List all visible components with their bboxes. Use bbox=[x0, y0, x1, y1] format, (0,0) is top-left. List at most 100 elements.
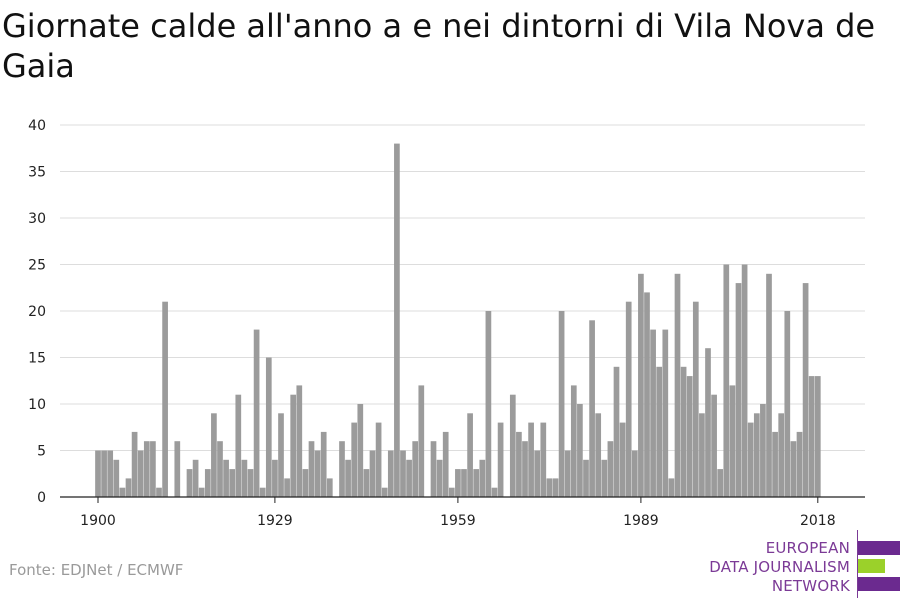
bar-1920 bbox=[217, 441, 223, 497]
bar-1905 bbox=[125, 478, 132, 497]
bar-1919 bbox=[211, 413, 217, 497]
bar-1918 bbox=[204, 469, 211, 497]
bar-1978 bbox=[570, 385, 577, 497]
bar-1972 bbox=[534, 450, 541, 497]
bar-1952 bbox=[412, 441, 419, 497]
x-tick-label: 2018 bbox=[800, 513, 836, 529]
bar-2011 bbox=[772, 431, 778, 497]
x-tick-label: 1929 bbox=[257, 513, 293, 529]
bar-1911 bbox=[162, 301, 168, 497]
bar-1997 bbox=[686, 376, 693, 497]
logo-line-european: EUROPEAN bbox=[765, 539, 850, 557]
bar-1959 bbox=[455, 469, 461, 497]
logo-bar-purple-bottom bbox=[858, 577, 900, 591]
bar-1949 bbox=[394, 143, 400, 497]
bar-1987 bbox=[625, 301, 632, 497]
bar-2013 bbox=[784, 311, 791, 497]
bar-1971 bbox=[528, 422, 534, 497]
bar-1968 bbox=[509, 394, 516, 497]
bar-1909 bbox=[150, 441, 156, 497]
bar-1906 bbox=[131, 431, 138, 497]
bar-1990 bbox=[644, 292, 650, 497]
bar-1982 bbox=[595, 413, 602, 497]
bar-2018 bbox=[814, 376, 821, 497]
y-tick-label: 0 bbox=[37, 490, 46, 506]
bar-1936 bbox=[314, 450, 321, 497]
bar-1907 bbox=[137, 450, 144, 497]
bar-1950 bbox=[400, 450, 406, 497]
bar-1937 bbox=[320, 431, 327, 497]
bar-1945 bbox=[369, 450, 376, 497]
bar-1929 bbox=[272, 459, 278, 497]
bar-1994 bbox=[668, 478, 675, 497]
bar-1974 bbox=[546, 478, 553, 497]
bar-1991 bbox=[650, 329, 656, 497]
bar-1993 bbox=[662, 329, 669, 497]
bar-1941 bbox=[345, 459, 351, 497]
bar-1995 bbox=[674, 273, 681, 497]
bar-1922 bbox=[229, 469, 236, 497]
bar-1977 bbox=[564, 450, 571, 497]
bar-1923 bbox=[235, 394, 242, 497]
x-tick-label: 1900 bbox=[80, 513, 116, 529]
bar-2005 bbox=[735, 283, 742, 497]
bar-2009 bbox=[760, 404, 766, 497]
bar-2000 bbox=[705, 348, 711, 497]
logo-bar-green bbox=[858, 559, 885, 573]
bar-1976 bbox=[558, 311, 565, 497]
y-tick-label: 15 bbox=[28, 351, 46, 367]
logo-bar-purple-top bbox=[858, 541, 900, 555]
bar-1940 bbox=[339, 441, 345, 497]
bar-1943 bbox=[357, 404, 364, 497]
y-tick-label: 10 bbox=[28, 397, 46, 413]
bar-2004 bbox=[729, 385, 736, 497]
y-tick-label: 35 bbox=[28, 165, 46, 181]
bar-1965 bbox=[491, 487, 498, 497]
bar-1961 bbox=[467, 413, 473, 497]
bar-1913 bbox=[174, 441, 181, 497]
bar-1908 bbox=[143, 441, 150, 497]
bar-1963 bbox=[479, 459, 486, 497]
bar-1930 bbox=[278, 413, 284, 497]
bar-1947 bbox=[381, 487, 388, 497]
bar-2003 bbox=[723, 264, 730, 497]
bar-1988 bbox=[631, 450, 638, 497]
bar-1903 bbox=[113, 459, 120, 497]
bar-1916 bbox=[192, 459, 199, 497]
bar-1944 bbox=[363, 469, 370, 497]
y-tick-label: 20 bbox=[28, 304, 46, 320]
y-tick-label: 25 bbox=[28, 258, 46, 274]
bar-1973 bbox=[540, 422, 547, 497]
bar-2006 bbox=[741, 264, 748, 497]
bar-2017 bbox=[808, 376, 815, 497]
bars bbox=[95, 143, 821, 497]
bar-1958 bbox=[448, 487, 455, 497]
bar-1938 bbox=[326, 478, 333, 497]
x-axis-ticks: 1900 1929 1959 1989 2018 bbox=[80, 497, 836, 529]
bar-1901 bbox=[101, 450, 107, 497]
bar-1900 bbox=[95, 450, 101, 497]
bar-2001 bbox=[711, 394, 717, 497]
bar-1917 bbox=[198, 487, 205, 497]
bar-1928 bbox=[265, 357, 272, 497]
y-tick-label: 30 bbox=[28, 211, 46, 227]
bar-1931 bbox=[284, 478, 290, 497]
bar-1935 bbox=[308, 441, 315, 497]
bar-1924 bbox=[241, 459, 248, 497]
bar-2008 bbox=[753, 413, 760, 497]
logo-line-data-journalism: DATA JOURNALISM bbox=[709, 558, 850, 576]
bar-2010 bbox=[766, 273, 772, 497]
gridlines bbox=[60, 124, 865, 451]
bar-1975 bbox=[552, 478, 559, 497]
logo-line-network: NETWORK bbox=[771, 577, 850, 595]
bar-2002 bbox=[717, 469, 724, 497]
bar-1925 bbox=[247, 469, 254, 497]
bar-1985 bbox=[613, 366, 620, 497]
bar-1956 bbox=[436, 459, 443, 497]
bar-1981 bbox=[589, 320, 595, 497]
bar-1960 bbox=[461, 469, 467, 497]
bar-1927 bbox=[259, 487, 266, 497]
bar-1962 bbox=[473, 469, 480, 497]
bar-1921 bbox=[223, 459, 229, 497]
bar-2007 bbox=[747, 422, 754, 497]
